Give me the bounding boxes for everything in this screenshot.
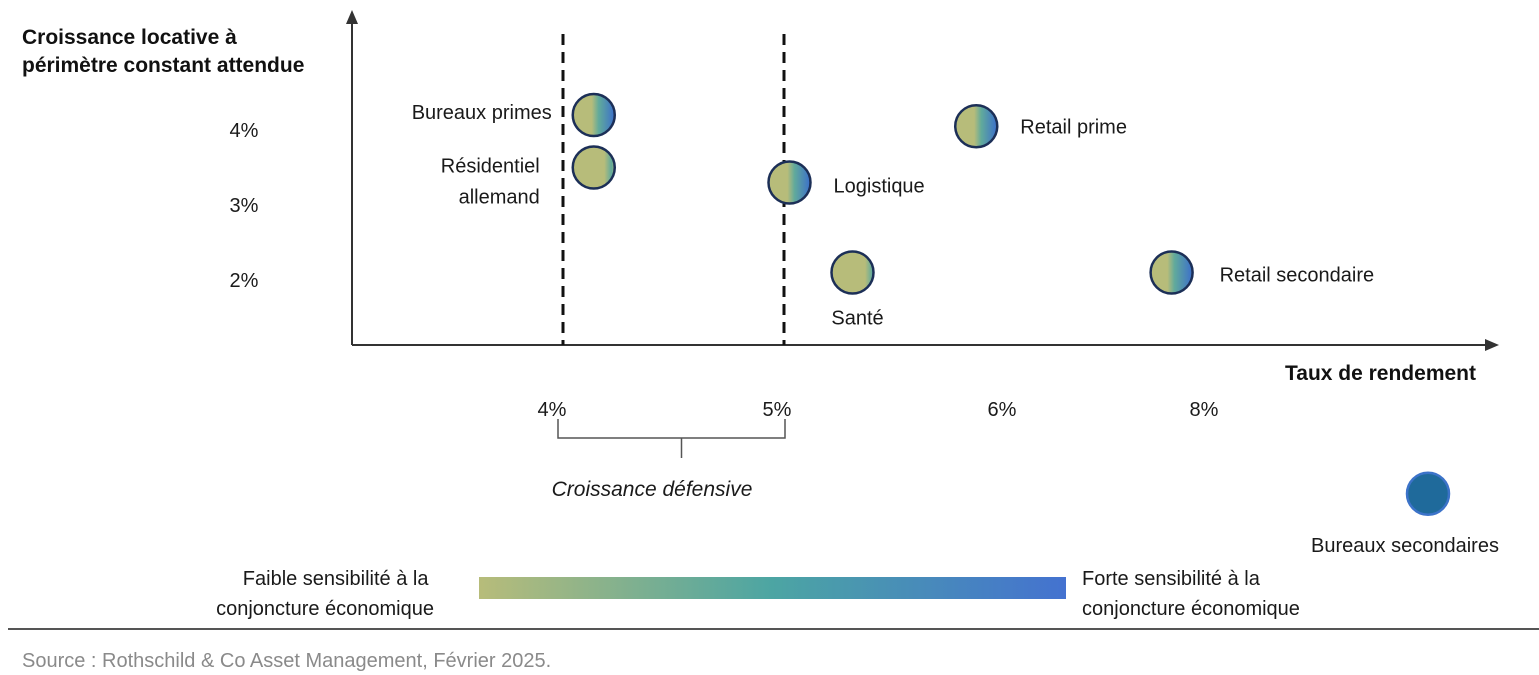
point-bureaux-secondaires (1405, 471, 1451, 516)
low-sensitivity-line-2: conjoncture économique (216, 598, 434, 620)
point-label-residentiel-allemand: Résidentiel allemand (441, 156, 540, 209)
low-sensitivity-label: Faible sensibilité à la conjoncture écon… (216, 568, 434, 620)
point-label-logistique: Logistique (834, 176, 925, 198)
point-label-retail-prime: Retail prime (1020, 116, 1127, 138)
x-tick-label-2: 6% (988, 399, 1017, 421)
x-axis-label: Taux de rendement (1285, 362, 1476, 385)
y-axis (346, 10, 358, 345)
data-points: Bureaux primes Résidentiel allemand Logisti… (412, 92, 1499, 557)
defensive-range-bracket (557, 419, 786, 458)
high-sensitivity-line-1: Forte sensibilité à la (1082, 568, 1261, 590)
point-label-bureaux-primes: Bureaux primes (412, 102, 552, 124)
point-label-bureaux-secondaires: Bureaux secondaires (1311, 535, 1499, 557)
y-axis-label: Croissance locative à périmètre constant… (22, 26, 304, 77)
y-tick-label-1: 3% (230, 195, 259, 217)
point-sant- (830, 250, 875, 295)
sensitivity-gradient-bar (479, 577, 1066, 599)
x-tick-label-1: 5% (763, 399, 792, 421)
x-tick-label-3: 8% (1190, 399, 1219, 421)
point-logistique (767, 160, 812, 205)
high-sensitivity-label: Forte sensibilité à la conjoncture écono… (1082, 568, 1300, 620)
point-retail-secondaire (1149, 250, 1194, 295)
point-label-retail-secondaire: Retail secondaire (1220, 265, 1375, 287)
high-sensitivity-line-2: conjoncture économique (1082, 598, 1300, 620)
y-axis-label-line-1: Croissance locative à (22, 26, 237, 49)
low-sensitivity-line-1: Faible sensibilité à la (243, 568, 430, 590)
sensitivity-legend: Faible sensibilité à la conjoncture écon… (216, 568, 1300, 620)
x-tick-label-0: 4% (538, 399, 567, 421)
x-axis (352, 339, 1499, 351)
x-tick-labels: 4% 5% 6% 8% (538, 399, 1219, 421)
y-tick-label-2: 2% (230, 270, 259, 292)
point-r-sidentiel-allemand (571, 145, 616, 190)
bracket-shape (557, 419, 786, 458)
point-bureaux-primes (571, 92, 616, 138)
y-tick-labels: 4% 3% 2% (230, 120, 259, 292)
point-label-sant-: Santé (831, 308, 883, 330)
point-retail-prime (954, 104, 999, 149)
source-note: Source : Rothschild & Co Asset Managemen… (22, 650, 551, 672)
defensive-range-lines (561, 34, 786, 345)
y-tick-label-0: 4% (230, 120, 259, 142)
y-axis-label-line-2: périmètre constant attendue (22, 54, 304, 77)
defensive-range-label: Croissance défensive (552, 478, 753, 501)
